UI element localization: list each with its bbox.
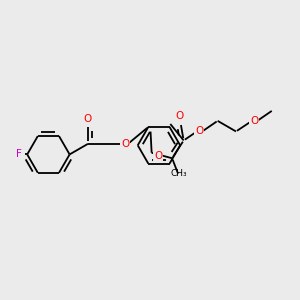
Text: O: O (84, 114, 92, 124)
Text: O: O (195, 127, 203, 136)
Text: F: F (16, 149, 22, 159)
Text: CH₃: CH₃ (171, 169, 188, 178)
Text: O: O (175, 111, 183, 121)
Text: O: O (250, 116, 259, 126)
Text: O: O (121, 139, 129, 149)
Text: O: O (154, 151, 162, 161)
